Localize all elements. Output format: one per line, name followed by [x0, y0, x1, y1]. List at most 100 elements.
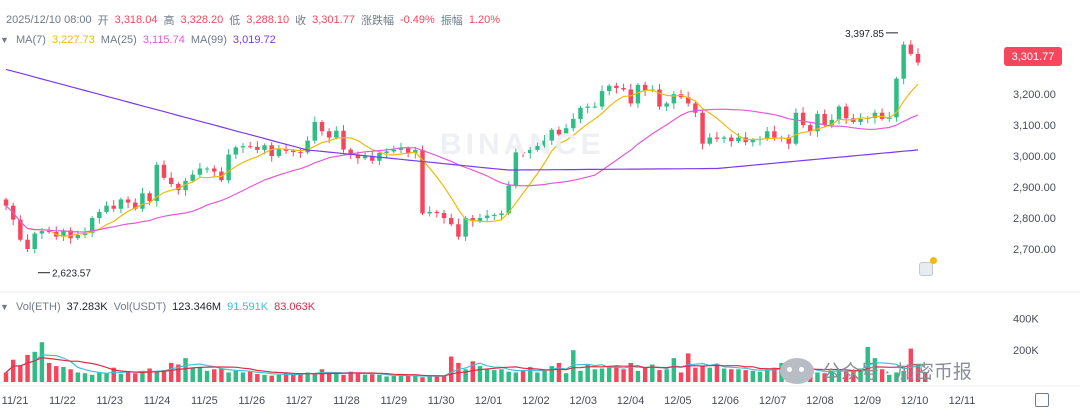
candle: [61, 230, 66, 237]
volume-bar: [269, 375, 274, 382]
volume-bar: [420, 377, 425, 382]
candle: [578, 107, 583, 119]
volume-bar: [714, 364, 720, 382]
candle: [915, 53, 921, 63]
change-label: 涨跌幅: [360, 15, 394, 27]
candle: [729, 137, 734, 142]
candle: [269, 145, 274, 157]
x-tick-label: 12/08: [806, 395, 834, 407]
vol-tick-label: 200K: [1013, 345, 1039, 357]
candle: [549, 129, 554, 141]
volume-bar: [872, 358, 878, 382]
candle: [901, 44, 906, 79]
volume-bar: [255, 374, 260, 382]
candle: [879, 112, 885, 119]
volume-bar: [197, 366, 203, 382]
y-tick-label: 2,800.00: [1013, 213, 1056, 225]
volume-bar: [721, 368, 727, 382]
high-label: 高: [163, 15, 175, 27]
candle: [32, 233, 37, 250]
candle: [247, 146, 253, 148]
volume-bar: [499, 369, 504, 382]
candle: [334, 130, 339, 138]
wechat-icon: [780, 357, 814, 384]
volume-bar: [341, 374, 346, 382]
candle: [291, 150, 296, 153]
volume-bar: [25, 354, 30, 382]
low-marker-label: 2,623.57: [52, 269, 91, 280]
candle: [133, 202, 138, 209]
volume-bar: [492, 370, 497, 382]
candle: [183, 180, 188, 191]
candle: [111, 205, 116, 209]
candle: [233, 147, 239, 155]
x-tick-label: 11/23: [96, 395, 123, 407]
candle: [449, 218, 454, 225]
candle: [700, 112, 705, 144]
chevron-down-icon[interactable]: ▼: [0, 302, 9, 312]
volume-bar: [319, 369, 325, 382]
candle: [97, 211, 102, 219]
candle: [176, 183, 181, 191]
candle: [240, 146, 246, 148]
candle: [39, 231, 45, 234]
candle: [348, 149, 353, 155]
volume-bar: [226, 372, 231, 382]
candle: [571, 118, 576, 129]
candle: [298, 152, 303, 154]
candle: [815, 113, 820, 132]
candle: [89, 218, 95, 233]
volume-bar: [772, 367, 777, 382]
candle: [829, 119, 835, 126]
ma99-line: [5, 68, 919, 171]
volume-bar: [599, 368, 605, 382]
ma7-value: 3,227.73: [51, 34, 95, 46]
x-tick-label: 12/11: [949, 395, 976, 407]
candle: [484, 215, 490, 219]
candle: [456, 224, 461, 237]
chevron-down-icon[interactable]: ▼: [0, 35, 9, 45]
volume-bar: [664, 369, 669, 382]
volume-bar: [470, 361, 475, 382]
volume-bar: [413, 375, 418, 382]
y-tick-label: 2,900.00: [1013, 182, 1056, 194]
volume-bar: [240, 372, 246, 382]
candle: [355, 154, 361, 159]
candle: [283, 149, 289, 151]
calendar-icon[interactable]: [1035, 393, 1049, 407]
candle: [190, 174, 195, 181]
volume-bar: [700, 366, 705, 382]
candle: [614, 85, 619, 88]
volume-bar: [757, 371, 763, 382]
candle: [836, 106, 842, 120]
candle: [161, 164, 167, 178]
volume-bar: [915, 364, 921, 382]
volume-bar: [585, 364, 590, 382]
vol-tick-label: 400K: [1013, 313, 1039, 325]
x-tick-label: 12/05: [664, 395, 692, 407]
volume-bar: [764, 369, 770, 382]
ma7-label: MA(7): [16, 34, 46, 46]
candle: [520, 152, 526, 154]
volume-bar: [851, 370, 856, 382]
volume-bar: [398, 375, 404, 382]
candle: [118, 199, 124, 209]
low-value: 3,288.10: [246, 14, 290, 26]
volume-bar: [334, 374, 339, 382]
candle: [125, 199, 131, 203]
ma99-label: MA(99): [190, 34, 227, 46]
volume-bar: [887, 374, 892, 382]
volume-bar: [894, 372, 899, 382]
candle: [635, 84, 641, 104]
candle: [276, 149, 282, 157]
volume-bar: [506, 371, 511, 382]
ma25-line: [5, 108, 919, 233]
candle: [599, 91, 605, 107]
candle: [3, 199, 9, 206]
volume-bar: [262, 374, 267, 382]
candle: [305, 140, 310, 153]
candle: [312, 122, 318, 141]
note-icon[interactable]: [919, 257, 937, 276]
candle: [492, 214, 497, 216]
